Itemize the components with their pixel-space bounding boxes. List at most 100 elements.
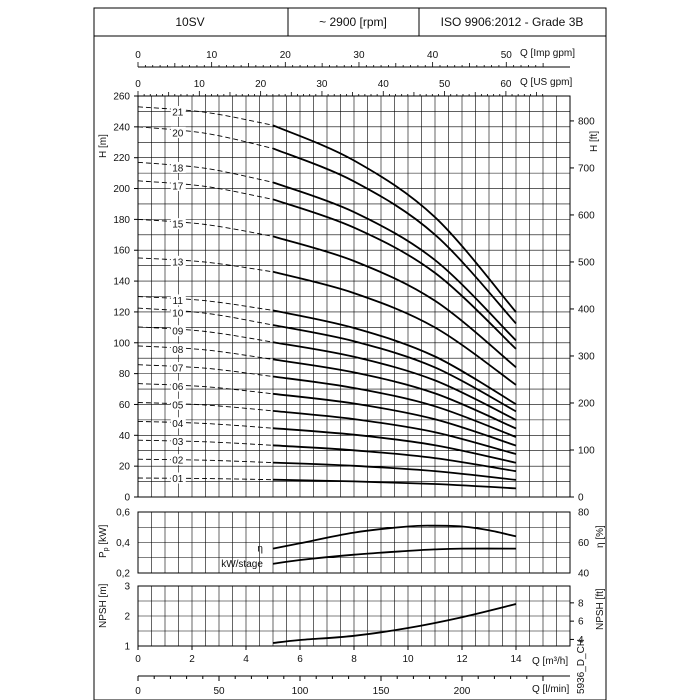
q-m3h-tick-label: 12 [456,654,468,665]
eta-axis-label: η [%] [595,525,606,548]
imp-gpm-axis-label: Q [Imp gpm] [520,48,575,59]
q-lmin-tick-label: 200 [454,686,471,697]
q-m3h-tick-label: 0 [135,654,141,665]
imp-gpm-tick-label: 50 [501,50,513,61]
h-ft-tick-label: 700 [578,163,595,174]
imp-gpm-tick-label: 30 [353,50,365,61]
head-curve-17-dashed [137,180,274,200]
us-gpm-tick-label: 20 [255,79,267,90]
q-lmin-tick-label: 50 [213,686,225,697]
imp-gpm-tick-label: 10 [206,50,218,61]
head-curve-06-dashed [137,383,274,395]
npsh-ft-tick-label: 4 [578,635,584,646]
head-curve-07 [272,375,517,438]
h-ft-tick-label: 800 [578,116,595,127]
p-axis-letter: P [98,551,109,558]
imp-gpm-tick-label: 40 [427,50,439,61]
h-ft-tick-label: 300 [578,351,595,362]
h-m-tick-label: 0 [124,493,130,504]
h-ft-tick-label: 0 [578,493,584,504]
us-gpm-tick-label: 0 [135,79,141,90]
h-m-tick-label: 180 [113,215,130,226]
q-m3h-tick-label: 10 [402,654,414,665]
us-gpm-tick-label: 10 [194,79,206,90]
kw-stage-curve-label: kW/stage [221,559,263,570]
stage-label-05: 05 [172,400,184,411]
head-curve-05 [272,410,517,455]
head-curve-03-dashed [137,439,274,446]
h-ft-tick-label: 600 [578,210,595,221]
eta-tick-label: 40 [578,569,590,580]
eta-curve [272,524,517,550]
stage-label-09: 09 [172,327,184,338]
stage-label-bg-13 [170,255,186,267]
head-curve-21 [272,124,517,313]
q-m3h-axis-label: Q [m³/h] [532,656,568,667]
npsh-curve [272,603,517,644]
imp-gpm-tick-label: 0 [135,50,141,61]
q-lmin-axis-label: Q [l/min] [532,684,569,695]
eta-tick-label: 80 [578,508,590,519]
stage-label-02: 02 [172,456,184,467]
h-m-tick-label: 100 [113,338,130,349]
h-ft-tick-label: 400 [578,304,595,315]
q-m3h-tick-label: 4 [243,654,249,665]
h-m-tick-label: 220 [113,153,130,164]
npsh-m-tick-label: 3 [124,582,130,593]
head-curve-18-dashed [137,161,274,183]
stage-label-10: 10 [172,308,184,319]
h-ft-tick-label: 200 [578,398,595,409]
doc-code: 5936_D_CH [576,639,587,694]
p-tick-label: 0,4 [116,538,130,549]
head-curve-01-dashed [137,477,274,481]
head-curve-10-dashed [137,307,274,326]
head-curve-20-dashed [137,126,274,149]
head-curve-15 [272,235,517,368]
us-gpm-axis-label: Q [US gpm] [520,77,572,88]
head-curve-20 [272,147,517,325]
head-curve-18 [272,181,517,342]
eta-tick-label: 60 [578,538,590,549]
p-tick-label: 0,2 [116,569,130,580]
stage-label-bg-02 [170,454,186,466]
head-curve-21-dashed [137,106,274,126]
head-curve-02-dashed [137,458,274,464]
stage-label-04: 04 [172,419,184,430]
kw-stage-curve [272,547,517,565]
head-curve-07-dashed [137,364,274,377]
npsh-m-tick-label: 1 [124,642,130,653]
head-curve-04 [272,427,517,464]
stage-label-17: 17 [172,182,184,193]
p-axis-unit: [kW] [98,524,109,547]
p-tick-label: 0,6 [116,508,130,519]
head-curve-17 [272,198,517,350]
stage-label-bg-04 [170,417,186,429]
h-m-tick-label: 240 [113,122,130,133]
stage-label-bg-21 [170,105,186,117]
npsh-m-axis-label: NPSH [m] [98,583,109,628]
model-label: 10SV [175,15,204,29]
q-m3h-tick-label: 8 [351,654,357,665]
head-curve-13 [272,270,517,386]
h-ft-tick-label: 100 [578,445,595,456]
npsh-ft-tick-label: 8 [578,598,584,609]
stage-label-15: 15 [172,220,184,231]
tick-layer: 0 10 20 30 40 500 10 20 30 40 50 600 2 4 6 8 10 12 140 50 10… [113,50,595,697]
stage-label-bg-15 [170,218,186,230]
q-m3h-tick-label: 6 [297,654,303,665]
head-curve-06 [272,392,517,447]
p-axis-sub: p [103,547,110,551]
stage-label-13: 13 [172,257,184,268]
us-gpm-tick-label: 40 [378,79,390,90]
head-curve-13-dashed [137,257,274,273]
eta-curve-label: η [257,544,263,555]
p-axis-label: Pp [kW] [98,524,110,558]
stage-label-bg-08 [170,343,186,355]
stage-label-07: 07 [172,363,184,374]
head-curve-03 [272,444,517,473]
head-curve-15-dashed [137,218,274,237]
npsh-ft-tick-label: 6 [578,617,584,628]
head-curve-01 [272,478,517,490]
stage-label-bg-05 [170,398,186,410]
